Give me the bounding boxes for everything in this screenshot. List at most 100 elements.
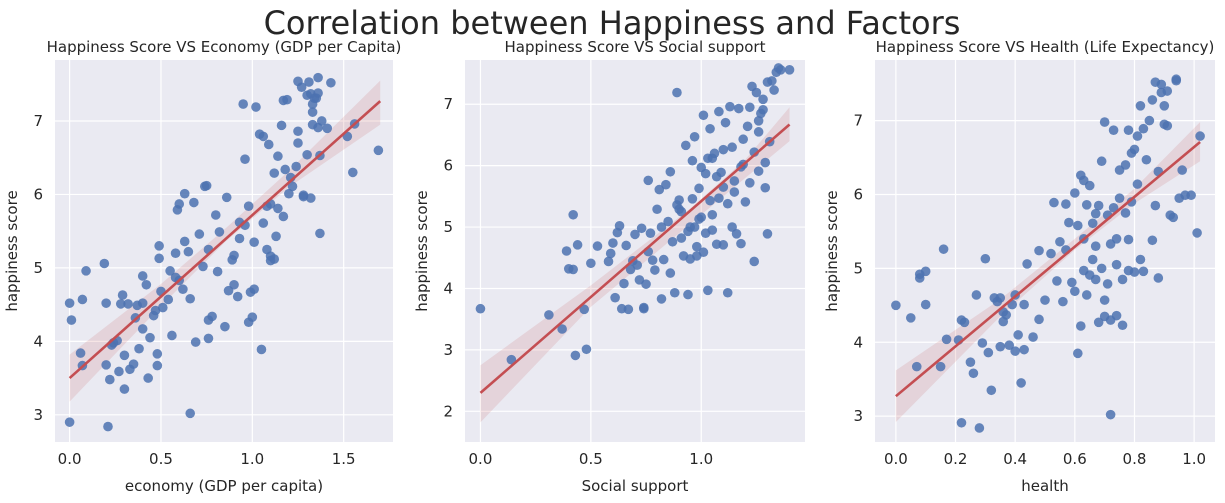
data-point bbox=[760, 157, 771, 168]
data-point bbox=[81, 266, 91, 276]
data-point bbox=[614, 221, 625, 231]
y-axis-label: happiness score bbox=[823, 190, 841, 311]
data-point bbox=[1177, 165, 1187, 175]
plot-area bbox=[875, 60, 1215, 442]
data-point bbox=[935, 361, 946, 372]
data-point bbox=[696, 212, 707, 223]
data-point bbox=[1162, 86, 1173, 96]
chart-panel-2: 0.0 0.5 1.0 2 3 4 5 6 7 Happiness Score VS Social… bbox=[413, 38, 805, 495]
data-point bbox=[720, 117, 731, 128]
x-tick-label: 0.0 bbox=[58, 450, 82, 468]
data-point bbox=[974, 423, 985, 433]
data-point bbox=[1019, 344, 1029, 355]
data-point bbox=[760, 182, 771, 193]
data-point bbox=[1195, 131, 1205, 141]
data-point bbox=[1120, 160, 1131, 170]
data-point bbox=[1108, 202, 1119, 213]
data-point bbox=[1111, 234, 1122, 244]
data-point bbox=[977, 338, 988, 348]
data-point bbox=[1126, 197, 1137, 207]
data-point bbox=[667, 236, 678, 247]
data-point bbox=[630, 229, 640, 240]
data-point bbox=[1192, 228, 1202, 238]
x-tick-label: 0.5 bbox=[149, 450, 173, 468]
data-point bbox=[762, 229, 773, 239]
data-point bbox=[672, 87, 682, 98]
data-point bbox=[769, 85, 779, 95]
data-point bbox=[707, 209, 718, 220]
data-point bbox=[247, 312, 258, 322]
data-point bbox=[705, 123, 715, 134]
data-point bbox=[229, 279, 239, 290]
panel-title: Happiness Score VS Economy (GDP per Capi… bbox=[47, 38, 402, 56]
data-point bbox=[174, 199, 185, 209]
data-point bbox=[775, 65, 786, 75]
x-tick-label: 1.5 bbox=[332, 450, 356, 468]
data-point bbox=[1114, 193, 1125, 203]
data-point bbox=[1150, 200, 1161, 211]
data-point bbox=[1123, 125, 1134, 135]
data-point bbox=[592, 241, 603, 251]
data-point bbox=[475, 303, 486, 314]
data-point bbox=[1087, 254, 1098, 265]
chart-panel-3: 0.0 0.2 0.4 0.6 0.8 1.0 3 4 5 6 7 Happiness Score V… bbox=[823, 38, 1215, 495]
y-tick-label: 4 bbox=[443, 279, 453, 297]
data-point bbox=[1099, 295, 1110, 305]
data-point bbox=[727, 142, 737, 153]
data-point bbox=[608, 238, 618, 248]
data-point bbox=[276, 120, 287, 131]
data-point bbox=[313, 122, 323, 133]
x-tick-label: 0.0 bbox=[469, 450, 493, 468]
data-point bbox=[742, 121, 753, 132]
data-point bbox=[203, 333, 214, 344]
data-point bbox=[185, 293, 195, 304]
y-tick-label: 3 bbox=[443, 341, 453, 359]
data-point bbox=[1049, 197, 1059, 208]
data-point bbox=[311, 93, 322, 103]
data-point bbox=[557, 324, 567, 334]
data-point bbox=[1111, 310, 1122, 321]
data-point bbox=[703, 285, 713, 296]
data-point bbox=[1141, 154, 1152, 165]
data-point bbox=[1135, 101, 1146, 111]
data-point bbox=[232, 291, 243, 302]
data-point bbox=[619, 278, 629, 289]
data-point bbox=[753, 127, 764, 137]
data-point bbox=[1016, 378, 1026, 388]
data-point bbox=[167, 330, 177, 341]
data-point bbox=[687, 155, 698, 166]
data-point bbox=[258, 131, 269, 142]
data-point bbox=[238, 99, 248, 109]
data-point bbox=[749, 256, 760, 267]
data-point bbox=[1117, 274, 1128, 285]
data-point bbox=[1105, 409, 1116, 420]
data-point bbox=[581, 344, 592, 355]
data-point bbox=[315, 228, 325, 239]
data-point bbox=[185, 408, 195, 419]
data-point bbox=[304, 77, 314, 87]
data-point bbox=[1090, 274, 1101, 285]
y-tick-label: 5 bbox=[853, 259, 863, 277]
data-point bbox=[307, 107, 318, 117]
data-point bbox=[137, 271, 148, 281]
y-axis-label: happiness score bbox=[413, 190, 431, 311]
data-point bbox=[152, 349, 163, 359]
data-point bbox=[373, 145, 384, 156]
data-point bbox=[348, 167, 358, 178]
data-point bbox=[1064, 217, 1074, 228]
data-point bbox=[645, 228, 656, 238]
data-point bbox=[692, 241, 702, 252]
data-point bbox=[643, 175, 654, 186]
data-point bbox=[1090, 208, 1101, 219]
data-point bbox=[1070, 286, 1080, 297]
data-point bbox=[296, 82, 307, 92]
data-point bbox=[163, 294, 174, 305]
data-point bbox=[568, 264, 578, 275]
data-point bbox=[1099, 311, 1110, 322]
data-point bbox=[128, 359, 139, 369]
data-point bbox=[731, 229, 742, 239]
data-point bbox=[1102, 279, 1113, 289]
data-point bbox=[1153, 273, 1164, 283]
data-point bbox=[506, 354, 517, 365]
data-point bbox=[1135, 254, 1146, 265]
